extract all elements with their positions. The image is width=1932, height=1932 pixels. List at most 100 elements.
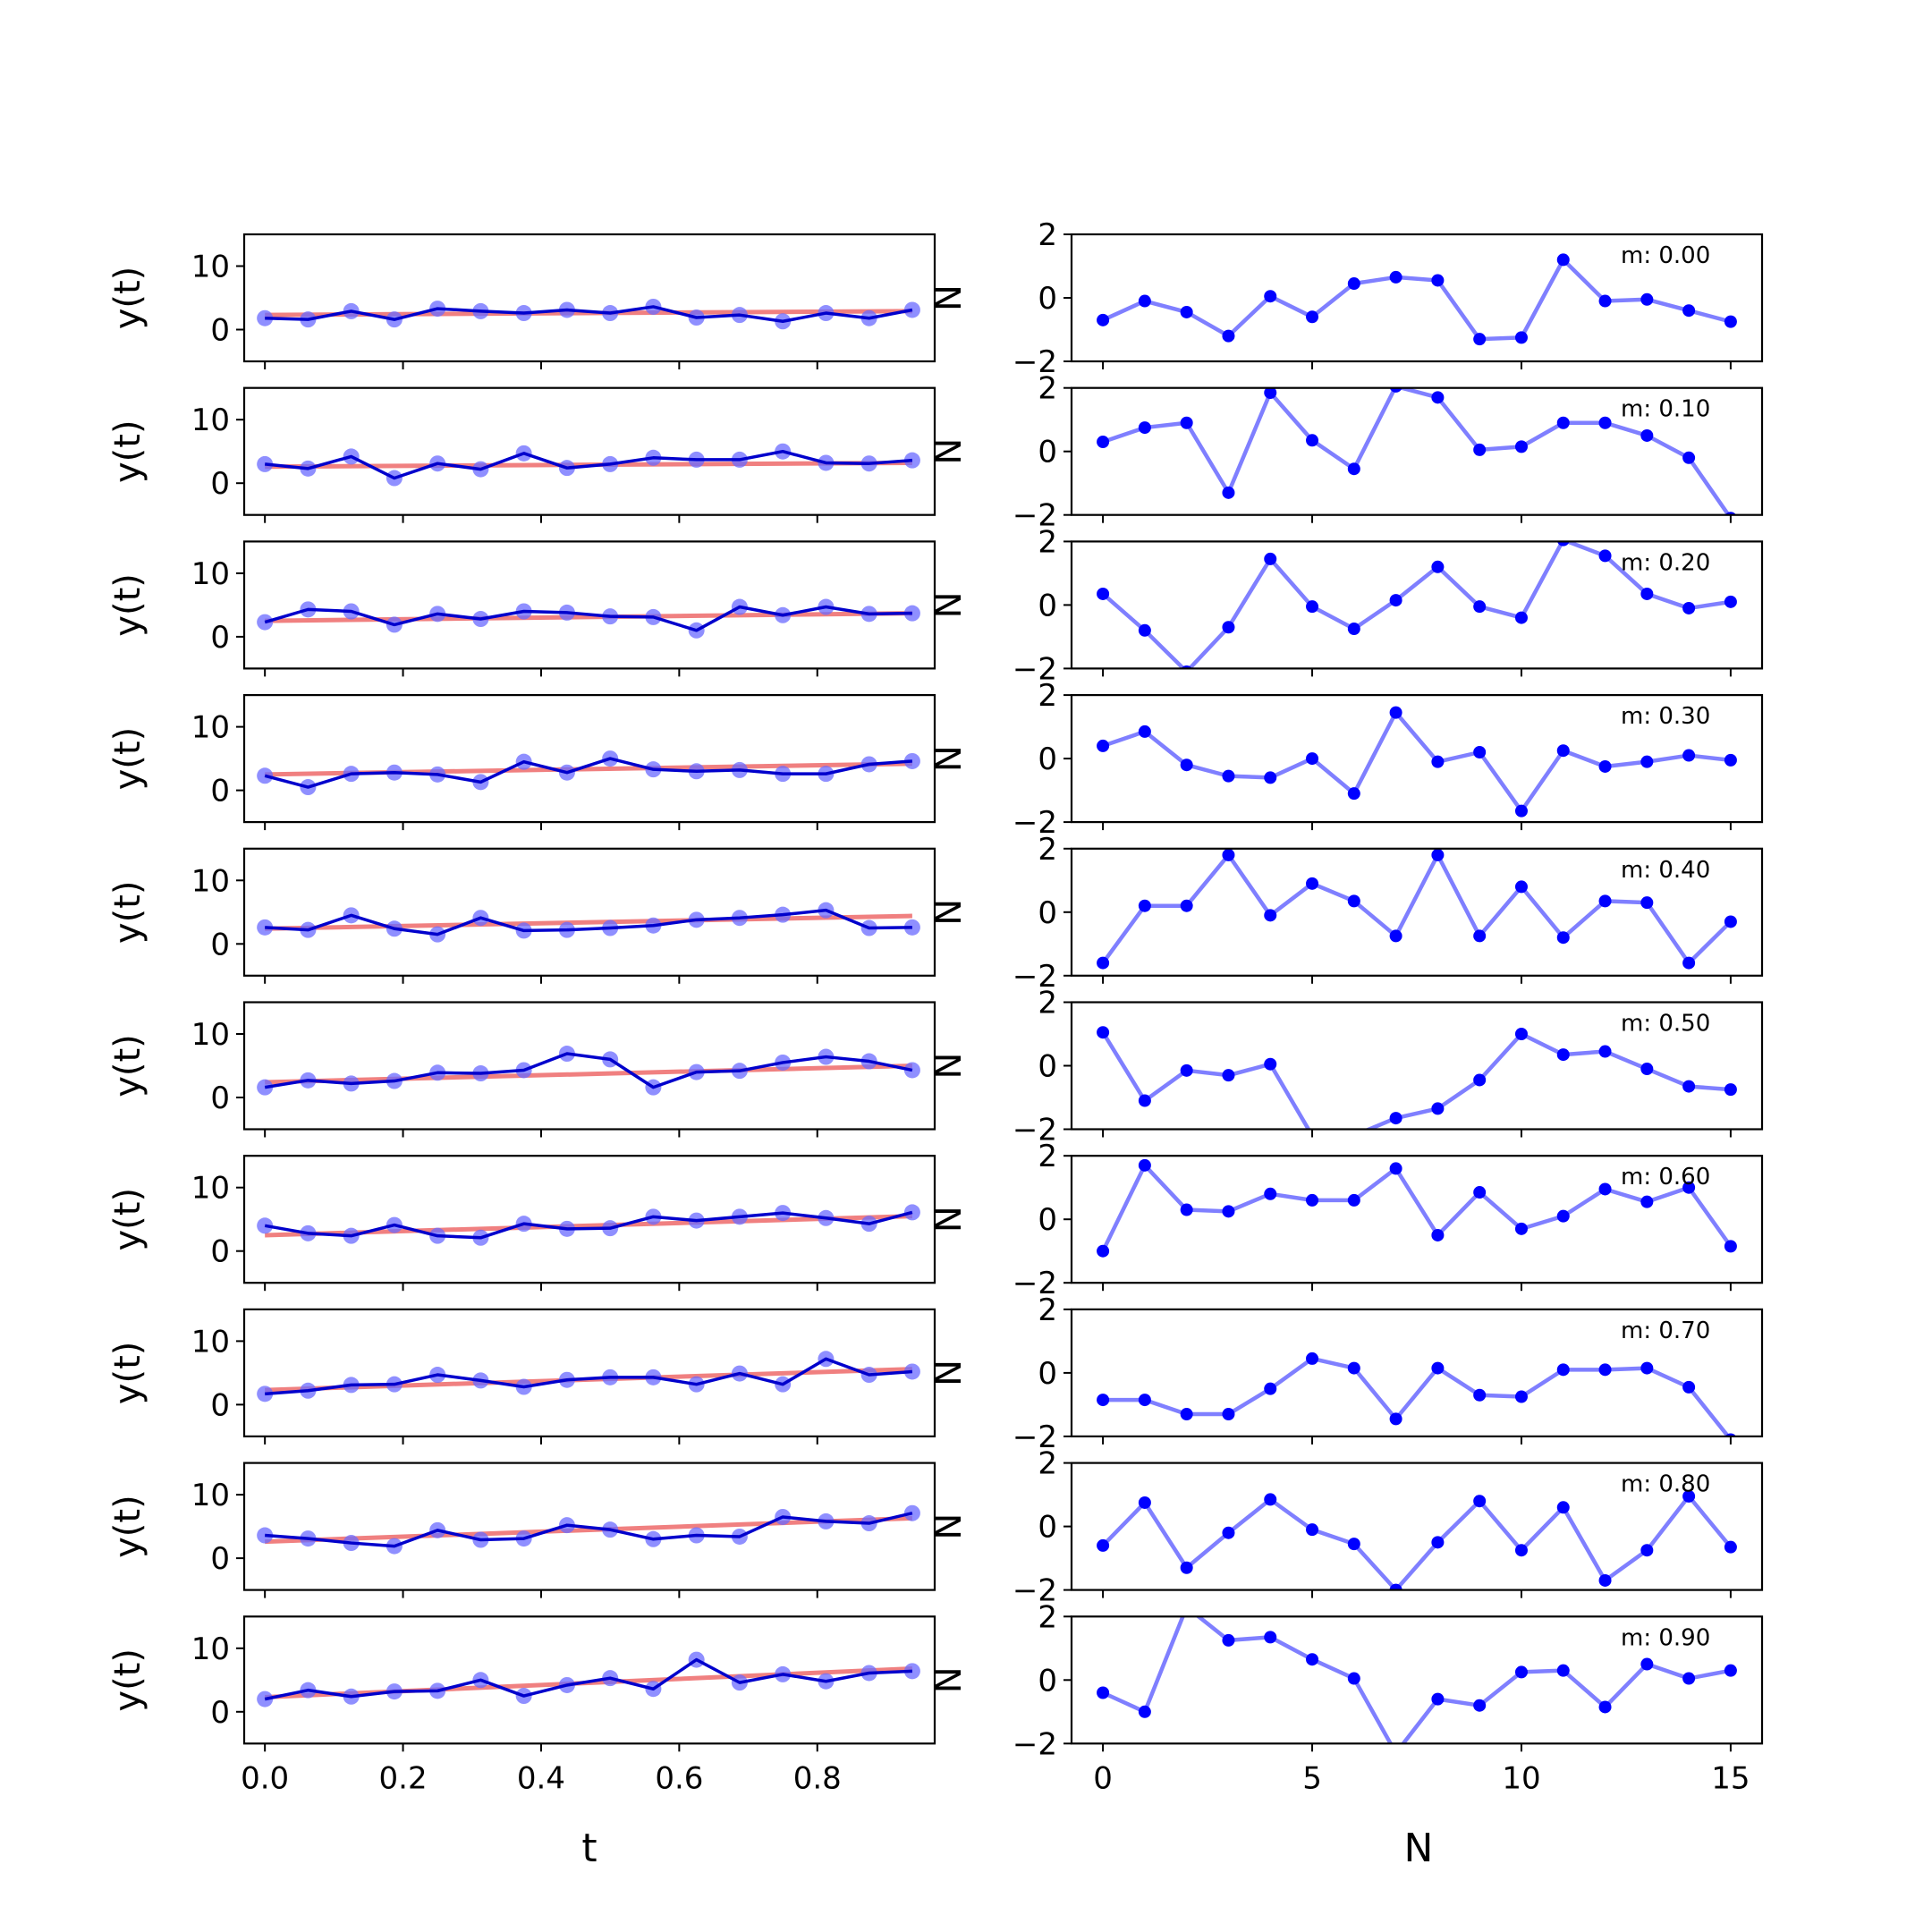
y-tick-label: 0 [210, 313, 230, 349]
x-tick-label: 0.4 [517, 1760, 565, 1796]
y-tick-label: 0 [1038, 741, 1057, 777]
left-panel-7: 0 10 y(t) [107, 1308, 936, 1445]
right-panel-7: N −2 0 2 m: 0.70 [928, 1292, 1764, 1455]
residual-point [1556, 416, 1570, 429]
y-tick-label: 10 [191, 710, 230, 746]
residual-point [1640, 755, 1654, 768]
residual-point [1556, 1209, 1570, 1223]
residual-line [1101, 852, 1733, 965]
residual-point [1222, 1408, 1235, 1421]
residual-point [1682, 1181, 1696, 1194]
right-plot-area-8 [1097, 1489, 1737, 1590]
left-plot-area-4 [257, 902, 920, 943]
residual-point [1473, 1699, 1487, 1712]
residual-point [1598, 1045, 1612, 1058]
y-tick-label: 0 [210, 1695, 230, 1731]
left-plot-area-6 [257, 1204, 920, 1246]
residual-line [1103, 1356, 1731, 1436]
left-plot-area-7 [257, 1351, 920, 1402]
y-tick-label: 10 [191, 1324, 230, 1360]
residual-point [1724, 753, 1737, 767]
residual-point [1682, 304, 1696, 318]
residual-point [1556, 541, 1570, 547]
residual-point [1389, 1162, 1402, 1175]
residual-point [1138, 1094, 1151, 1107]
residual-point [1138, 294, 1151, 308]
slope-annotation: m: 0.50 [1621, 1011, 1710, 1038]
left-plot-area-9 [257, 1651, 920, 1707]
residual-point [1347, 894, 1360, 908]
slope-annotation: m: 0.30 [1621, 703, 1710, 730]
residual-point [1682, 1489, 1696, 1503]
residual-point [1264, 387, 1277, 400]
residual-point [1222, 1526, 1235, 1539]
residual-point [1306, 1523, 1319, 1537]
x-tick-label: 0.2 [379, 1760, 428, 1796]
left-panel-1: 0 10 y(t) [107, 386, 936, 523]
y-tick-label: 0 [1038, 895, 1057, 931]
residual-point [1556, 931, 1570, 945]
residual-point [1347, 1538, 1360, 1551]
y-tick-label: 0 [1038, 1049, 1057, 1085]
y-tick-label: 2 [1038, 217, 1057, 253]
residual-point [1097, 956, 1110, 970]
residual-point [1598, 759, 1612, 773]
left-y-axis-label: y(t) [107, 1342, 148, 1405]
right-plot-area-6 [1097, 1158, 1737, 1258]
data-line [264, 1210, 913, 1240]
left-plot-area-1 [257, 443, 920, 487]
residual-point [1556, 253, 1570, 267]
left-panel-2: 0 10 y(t) [107, 540, 936, 677]
left-panel-6: 0 10 y(t) [107, 1155, 936, 1292]
left-plot-area-8 [257, 1504, 920, 1555]
y-tick-label: 10 [191, 556, 230, 592]
residual-point [1431, 1536, 1445, 1549]
y-tick-label: 0 [210, 774, 230, 809]
left-plot-area-0 [257, 298, 920, 330]
right-panel-9: N −2 0 2 0 5 10 15 m: 0.90 [928, 1599, 1764, 1796]
residual-point [1473, 1388, 1487, 1402]
y-tick-label: −2 [1013, 344, 1057, 380]
right-plot-area-4 [1097, 848, 1737, 970]
fit-line [265, 1063, 912, 1085]
residual-point [1682, 1080, 1696, 1093]
right-y-axis-label: N [928, 591, 970, 618]
y-tick-label: 2 [1038, 524, 1057, 560]
y-tick-label: 10 [191, 863, 230, 899]
residual-point [1389, 594, 1402, 607]
y-tick-label: 2 [1038, 1292, 1057, 1328]
residual-point [1097, 739, 1110, 752]
residual-point [1598, 294, 1612, 308]
right-y-axis-label: N [928, 1053, 970, 1080]
residual-line [1101, 541, 1732, 669]
left-axes-frame [242, 1615, 936, 1745]
residual-point [1097, 1686, 1110, 1699]
residual-point [1514, 804, 1528, 818]
residual-point [1514, 331, 1528, 344]
residual-point [1640, 1544, 1654, 1557]
left-axes-frame [242, 386, 936, 516]
left-axes-frame [242, 1001, 936, 1131]
residual-point [1389, 1112, 1402, 1125]
residual-point [1389, 929, 1402, 943]
left-y-axis-label: y(t) [107, 881, 148, 945]
residual-point [1097, 1026, 1110, 1039]
y-tick-label: 0 [1038, 588, 1057, 623]
residual-point [1431, 1102, 1445, 1115]
residual-point [1222, 1069, 1235, 1082]
residual-point [1138, 724, 1151, 738]
slope-annotation: m: 0.10 [1621, 396, 1710, 423]
residual-point [1138, 899, 1151, 912]
left-axes-frame [242, 847, 936, 977]
residual-point [1514, 1028, 1528, 1040]
right-panel-4: N −2 0 2 m: 0.40 [928, 832, 1764, 995]
residual-point [1724, 315, 1737, 328]
residual-point [1640, 1361, 1654, 1375]
residual-point [1514, 1222, 1528, 1235]
left-y-axis-label: y(t) [107, 419, 148, 483]
data-line [264, 449, 913, 480]
residual-point [1180, 1063, 1193, 1077]
residual-point [1138, 1394, 1151, 1407]
residual-point [1138, 421, 1151, 435]
